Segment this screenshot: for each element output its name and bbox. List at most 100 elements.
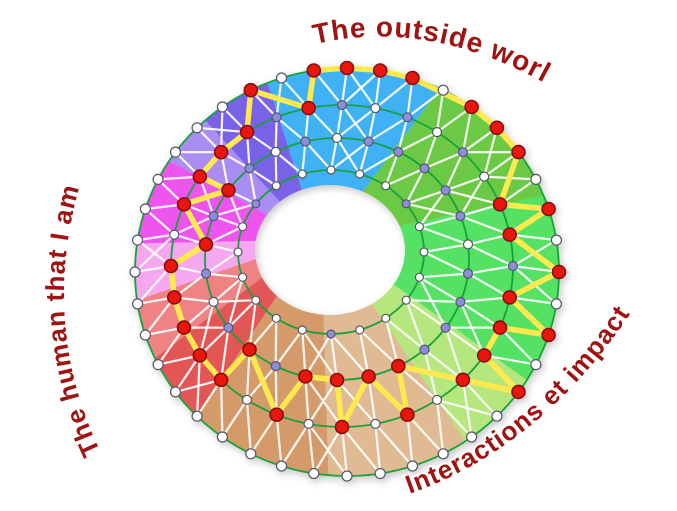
graph-node[interactable] <box>241 394 253 405</box>
graph-node[interactable] <box>132 234 144 246</box>
graph-node[interactable] <box>414 222 424 232</box>
graph-node[interactable] <box>270 361 281 372</box>
graph-node[interactable] <box>200 268 212 279</box>
graph-node[interactable] <box>139 329 151 341</box>
selected-node[interactable] <box>167 290 182 305</box>
graph-node[interactable] <box>457 147 468 158</box>
graph-node[interactable] <box>419 247 429 257</box>
graph-node[interactable] <box>297 325 307 335</box>
selected-node[interactable] <box>492 197 508 212</box>
graph-node[interactable] <box>437 84 449 96</box>
selected-node[interactable] <box>502 227 518 242</box>
selected-node[interactable] <box>301 100 316 116</box>
selected-node[interactable] <box>329 372 345 388</box>
graph-node[interactable] <box>455 211 466 222</box>
graph-node[interactable] <box>336 99 348 111</box>
selected-node[interactable] <box>243 82 259 98</box>
graph-node[interactable] <box>431 394 443 405</box>
selected-node[interactable] <box>221 183 236 198</box>
selected-node[interactable] <box>476 348 492 363</box>
graph-node[interactable] <box>169 386 182 398</box>
graph-node[interactable] <box>402 112 413 123</box>
graph-node[interactable] <box>271 181 281 191</box>
graph-node[interactable] <box>406 460 419 472</box>
graph-node[interactable] <box>374 467 386 480</box>
graph-node[interactable] <box>152 173 164 185</box>
graph-node[interactable] <box>530 359 542 371</box>
graph-node[interactable] <box>401 295 411 305</box>
graph-node[interactable] <box>129 266 141 278</box>
graph-node[interactable] <box>393 146 404 157</box>
selected-node[interactable] <box>511 144 526 160</box>
graph-node[interactable] <box>270 146 281 157</box>
selected-node[interactable] <box>511 384 526 400</box>
selected-node[interactable] <box>400 407 415 423</box>
graph-node[interactable] <box>355 169 365 179</box>
selected-node[interactable] <box>213 144 229 160</box>
graph-node[interactable] <box>300 136 311 147</box>
selected-node[interactable] <box>298 369 313 384</box>
graph-node[interactable] <box>191 122 203 134</box>
selected-node[interactable] <box>405 70 420 86</box>
graph-node[interactable] <box>303 418 314 429</box>
graph-node[interactable] <box>245 448 257 460</box>
graph-node[interactable] <box>381 313 391 323</box>
graph-node[interactable] <box>271 313 281 323</box>
selected-node[interactable] <box>242 342 257 357</box>
graph-node[interactable] <box>216 101 228 113</box>
graph-node[interactable] <box>132 298 144 310</box>
graph-node[interactable] <box>251 295 261 305</box>
graph-node[interactable] <box>326 329 336 339</box>
selected-node[interactable] <box>176 320 192 335</box>
selected-node[interactable] <box>492 320 508 335</box>
graph-node[interactable] <box>440 185 451 196</box>
graph-node[interactable] <box>275 72 288 84</box>
graph-node[interactable] <box>462 268 474 279</box>
graph-node[interactable] <box>238 272 248 282</box>
selected-node[interactable] <box>239 124 255 140</box>
selected-node[interactable] <box>541 201 556 217</box>
selected-node[interactable] <box>192 169 208 184</box>
graph-node[interactable] <box>275 460 288 472</box>
graph-node[interactable] <box>419 163 430 174</box>
selected-node[interactable] <box>213 372 229 388</box>
selected-node[interactable] <box>541 327 556 343</box>
graph-node[interactable] <box>414 272 424 282</box>
selected-node[interactable] <box>502 290 518 305</box>
graph-node[interactable] <box>223 322 234 333</box>
selected-node[interactable] <box>334 419 350 435</box>
graph-node[interactable] <box>381 181 391 191</box>
graph-node[interactable] <box>244 163 255 174</box>
graph-node[interactable] <box>233 247 243 257</box>
graph-node[interactable] <box>355 325 365 335</box>
graph-node[interactable] <box>401 199 411 209</box>
graph-node[interactable] <box>431 127 443 138</box>
graph-node[interactable] <box>271 112 282 123</box>
graph-node[interactable] <box>370 102 381 114</box>
graph-node[interactable] <box>530 173 542 185</box>
graph-node[interactable] <box>139 203 151 215</box>
graph-node[interactable] <box>238 222 248 232</box>
graph-node[interactable] <box>466 431 478 443</box>
graph-node[interactable] <box>507 260 519 272</box>
selected-node[interactable] <box>269 407 284 423</box>
selected-node[interactable] <box>551 264 567 280</box>
selected-node[interactable] <box>176 197 192 212</box>
graph-node[interactable] <box>169 146 182 158</box>
selected-node[interactable] <box>306 63 322 78</box>
selected-node[interactable] <box>361 369 376 384</box>
selected-node[interactable] <box>163 258 179 274</box>
graph-node[interactable] <box>455 296 466 307</box>
graph-node[interactable] <box>341 470 353 482</box>
selected-node[interactable] <box>192 348 208 363</box>
graph-node[interactable] <box>251 199 261 209</box>
graph-node[interactable] <box>370 418 381 429</box>
graph-node[interactable] <box>216 431 228 443</box>
graph-node[interactable] <box>437 448 449 460</box>
graph-node[interactable] <box>550 298 563 310</box>
graph-node[interactable] <box>419 344 430 355</box>
graph-node[interactable] <box>169 229 180 240</box>
graph-node[interactable] <box>326 165 336 175</box>
graph-node[interactable] <box>331 132 343 144</box>
graph-node[interactable] <box>152 359 164 371</box>
